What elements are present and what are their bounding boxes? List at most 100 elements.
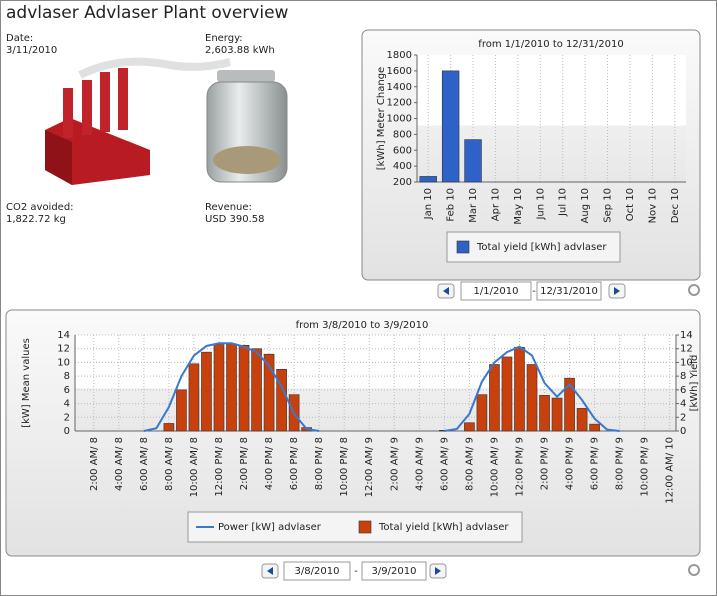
settings-icon[interactable] [688,564,700,576]
y-tick-label: 4 [64,399,70,410]
plot-area [417,55,686,182]
to-date: 3/9/2010 [372,566,417,577]
to-input[interactable] [361,561,427,581]
y-tick-label: 1200 [387,98,412,109]
x-tick-label: 10:00 AM/ 9 [489,437,500,497]
x-tick-label: Nov 10 [647,188,658,223]
bar [526,364,538,432]
x-tick-label: Apr 10 [490,188,501,221]
settings-icon[interactable] [688,284,700,296]
separator: - [532,286,536,297]
y-tick-label: 12 [57,344,70,355]
x-tick-label: Aug 10 [580,188,591,223]
revenue-value: USD 390.58 [205,214,265,225]
y-axis-label: [kW] Mean values [21,338,32,428]
y-tick-label: 0 [64,426,70,437]
x-tick-label: 6:00 PM/ 8 [289,437,300,490]
line [143,342,320,432]
bar [501,356,513,432]
bar [226,343,237,432]
x-tick-label: Jan 10 [423,188,434,220]
bar [464,422,475,432]
y-axis-label: [kWh] Meter Change [376,67,387,170]
y2-axis-label: [kWh] Yield [689,355,700,412]
from-date: 3/8/2010 [295,566,340,577]
bar [539,395,550,432]
date-value: 3/11/2010 [6,45,57,56]
to-input[interactable] [536,281,602,301]
y-tick-label: 400 [393,161,412,172]
x-tick-label: 4:00 PM/ 9 [565,437,576,490]
legend-swatch [456,240,470,254]
x-tick-label: 6:00 PM/ 9 [590,437,601,490]
y2-tick-label: 0 [680,426,686,437]
x-tick-label: 12:00 AM/ 10 [665,437,676,504]
bar [476,394,488,432]
bar [489,364,500,432]
bar [564,377,575,432]
legend-label: Total yield [kWh] advlaser [378,522,509,533]
chart-title: from 1/1/2010 to 12/31/2010 [478,39,623,50]
bar [238,344,250,432]
x-tick-label: 6:00 AM/ 8 [139,437,150,491]
x-tick-label: Sep 10 [603,188,614,223]
bar [514,347,525,432]
x-tick-label: Mar 10 [468,188,479,223]
bar [213,344,225,432]
x-tick-label: 4:00 AM/ 9 [414,437,425,491]
x-tick-label: 4:00 PM/ 8 [264,437,275,490]
date-controls: 1/1/2010 - 12/31/2010 3/8/2010 - 3/9/201… [261,281,700,581]
x-tick-label: 8:00 AM/ 9 [464,437,475,491]
y-tick-label: 800 [393,129,412,140]
bar [441,70,460,183]
legend-label: Total yield [kWh] advlaser [476,242,607,253]
from-input[interactable] [283,561,351,581]
bar [464,139,482,183]
legend-swatch [358,520,372,534]
date-label: Date: [6,33,33,44]
y2-tick-label: 4 [680,399,686,410]
chart-title: from 3/8/2010 to 3/9/2010 [296,320,429,331]
bar [176,389,187,432]
bar [188,363,200,432]
line [444,345,620,432]
y-tick-label: 1600 [387,66,412,77]
y2-tick-label: 14 [680,330,693,341]
x-tick-label: Dec 10 [670,188,681,223]
bar [251,348,262,432]
y2-tick-label: 2 [680,412,686,423]
y-tick-label: 600 [393,145,412,156]
bar [201,351,212,432]
y2-tick-label: 8 [680,371,686,382]
x-tick-label: 10:00 PM/ 8 [339,437,350,497]
x-tick-label: 2:00 AM/ 9 [389,437,400,491]
bar [419,176,437,183]
x-tick-label: 8:00 PM/ 8 [314,437,325,490]
x-tick-label: 4:00 AM/ 8 [114,437,125,491]
legend [446,231,621,263]
from-input[interactable] [460,281,532,301]
x-tick-label: Jun 10 [535,188,546,221]
bar [589,423,600,432]
x-tick-label: 10:00 PM/ 9 [640,437,651,497]
y-tick-label: 2 [64,412,70,423]
x-tick-label: 8:00 AM/ 8 [164,437,175,491]
y2-tick-label: 10 [680,357,693,368]
y-tick-label: 8 [64,371,70,382]
plot-area [75,335,676,431]
x-tick-label: 2:00 PM/ 8 [239,437,250,490]
x-tick-label: 12:00 PM/ 9 [514,437,525,497]
y2-tick-label: 12 [680,344,693,355]
from-date: 1/1/2010 [474,286,519,297]
co2-value: 1,822.72 kg [6,214,66,225]
y-tick-label: 200 [393,177,412,188]
bar [276,368,287,432]
x-tick-label: Jul 10 [558,188,569,217]
x-tick-label: Oct 10 [625,188,636,221]
x-tick-label: 2:00 PM/ 9 [540,437,551,490]
y-tick-label: 1400 [387,82,412,93]
x-tick-label: 12:00 AM/ 9 [364,437,375,497]
energy-label: Energy: [205,33,243,44]
y-tick-label: 14 [57,330,70,341]
